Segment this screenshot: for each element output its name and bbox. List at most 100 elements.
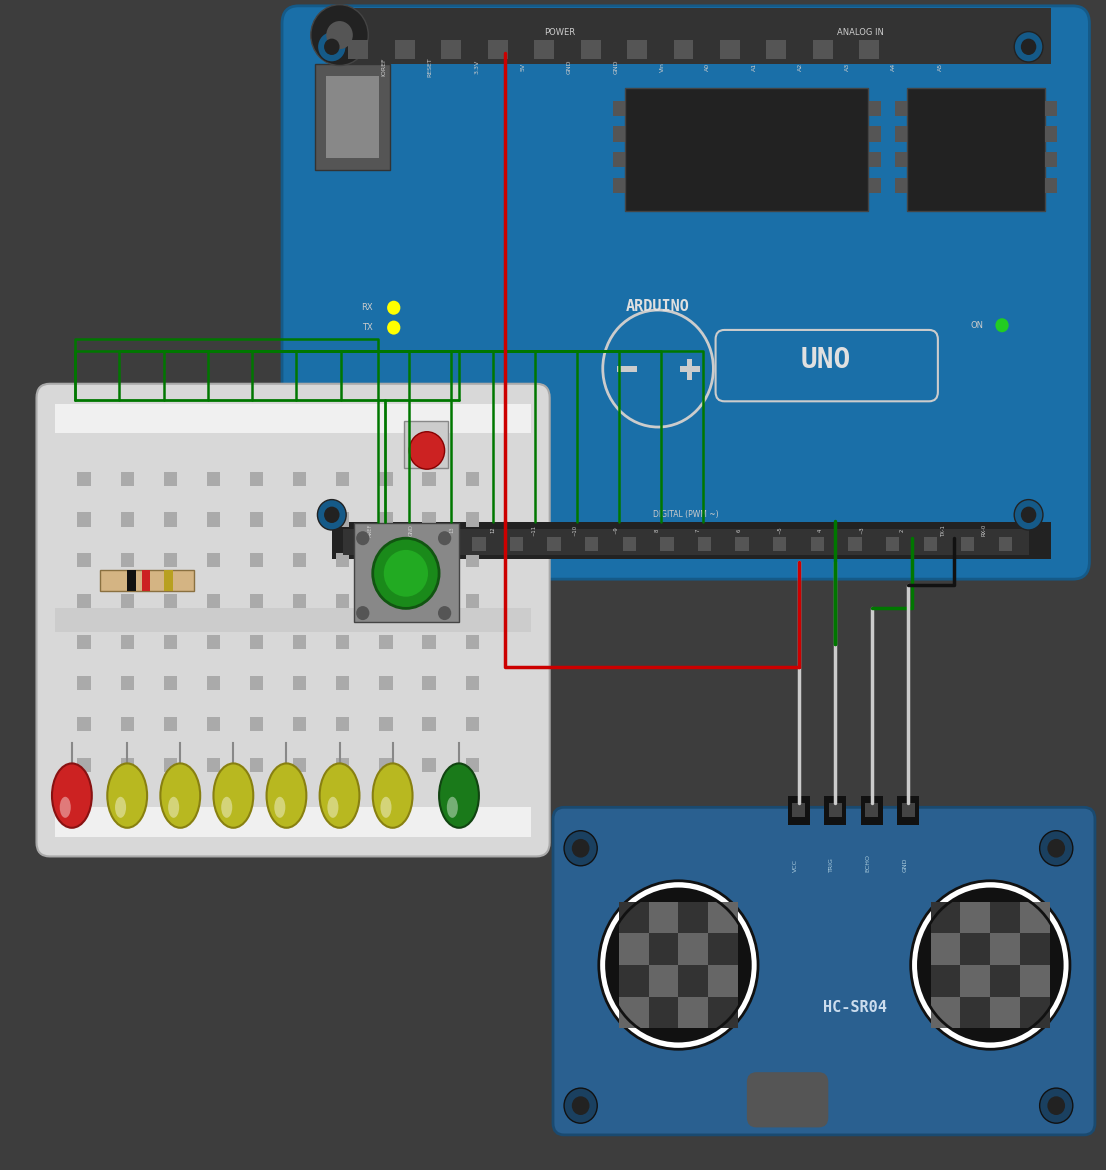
Bar <box>581 40 601 58</box>
Text: HC-SR04: HC-SR04 <box>823 1000 887 1016</box>
Bar <box>678 997 708 1028</box>
Bar <box>55 608 531 632</box>
Text: 6: 6 <box>737 529 741 531</box>
Circle shape <box>1040 1088 1073 1123</box>
Bar <box>422 758 436 772</box>
Bar <box>613 152 625 167</box>
Circle shape <box>1047 1096 1065 1115</box>
Bar <box>379 758 393 772</box>
Bar <box>326 76 379 158</box>
Bar <box>901 803 915 817</box>
Bar <box>164 676 177 690</box>
Bar <box>422 512 436 526</box>
Circle shape <box>564 1088 597 1123</box>
FancyBboxPatch shape <box>553 807 1095 1135</box>
Bar <box>293 512 306 526</box>
Text: ON: ON <box>970 321 983 330</box>
Circle shape <box>606 889 750 1041</box>
Bar <box>207 676 220 690</box>
Ellipse shape <box>52 763 92 828</box>
Bar <box>379 594 393 608</box>
FancyBboxPatch shape <box>282 6 1089 579</box>
Bar <box>869 152 881 167</box>
Bar <box>708 934 738 965</box>
Ellipse shape <box>115 797 126 818</box>
Circle shape <box>918 889 1062 1041</box>
FancyBboxPatch shape <box>36 384 550 856</box>
Text: 4: 4 <box>818 529 823 531</box>
Bar <box>397 537 410 551</box>
Bar <box>930 934 960 965</box>
Bar <box>441 40 461 58</box>
Bar <box>1045 152 1057 167</box>
Bar <box>824 796 846 825</box>
Bar <box>121 594 134 608</box>
Ellipse shape <box>274 797 285 818</box>
Bar <box>990 934 1020 965</box>
Bar <box>990 902 1020 934</box>
Bar <box>1020 902 1050 934</box>
Circle shape <box>384 550 428 597</box>
Bar <box>547 537 561 551</box>
Text: 5V: 5V <box>521 63 525 70</box>
Bar <box>708 965 738 997</box>
Bar <box>627 40 647 58</box>
Bar <box>735 537 749 551</box>
Bar <box>332 522 1051 559</box>
Bar <box>869 178 881 193</box>
Bar <box>164 758 177 772</box>
Bar <box>422 553 436 567</box>
Circle shape <box>373 538 439 608</box>
Bar <box>687 359 692 380</box>
Bar <box>379 472 393 486</box>
Bar <box>960 997 990 1028</box>
Text: IOREF: IOREF <box>382 57 386 76</box>
Circle shape <box>387 321 400 335</box>
Bar <box>960 965 990 997</box>
Bar <box>293 635 306 649</box>
Text: TX-1: TX-1 <box>941 524 946 536</box>
Bar <box>886 537 899 551</box>
Bar <box>813 40 833 58</box>
Circle shape <box>324 39 340 55</box>
Bar <box>613 101 625 116</box>
Bar <box>848 537 862 551</box>
Bar <box>121 512 134 526</box>
Bar <box>164 570 173 591</box>
Circle shape <box>317 32 346 62</box>
Bar <box>466 676 479 690</box>
Ellipse shape <box>327 797 338 818</box>
Bar <box>708 997 738 1028</box>
Circle shape <box>564 831 597 866</box>
Bar <box>164 594 177 608</box>
Bar <box>164 512 177 526</box>
FancyBboxPatch shape <box>716 330 938 401</box>
Bar <box>100 570 194 591</box>
Bar <box>207 717 220 731</box>
Text: A3: A3 <box>845 62 849 71</box>
Bar <box>250 594 263 608</box>
Ellipse shape <box>221 797 232 818</box>
Bar <box>860 796 883 825</box>
Text: A4: A4 <box>891 62 896 71</box>
Bar <box>766 40 786 58</box>
Bar <box>207 512 220 526</box>
Bar <box>293 594 306 608</box>
Circle shape <box>1021 507 1036 523</box>
Bar <box>999 537 1012 551</box>
Bar <box>510 537 523 551</box>
Bar <box>466 635 479 649</box>
Bar <box>960 934 990 965</box>
Bar <box>293 553 306 567</box>
Circle shape <box>910 881 1070 1049</box>
Bar <box>250 758 263 772</box>
Bar <box>895 126 907 142</box>
Bar <box>77 512 91 526</box>
Text: UNO: UNO <box>801 346 852 374</box>
Ellipse shape <box>380 797 392 818</box>
Bar <box>488 40 508 58</box>
Bar <box>618 965 648 997</box>
Bar <box>618 902 648 934</box>
Bar <box>395 40 415 58</box>
Text: ~9: ~9 <box>614 526 618 534</box>
